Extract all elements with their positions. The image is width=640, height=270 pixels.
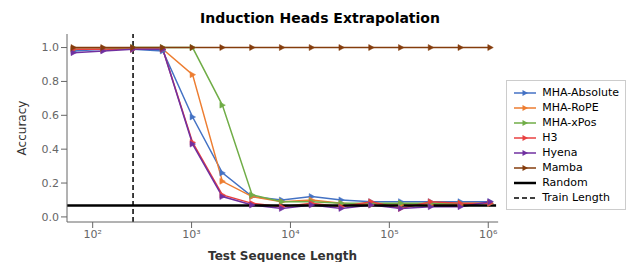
svg-text:0.4: 0.4: [42, 143, 60, 156]
svg-text:10⁵: 10⁵: [380, 228, 398, 241]
html-text:Hyena: Hyena: [542, 146, 578, 159]
svg-text:0.2: 0.2: [42, 177, 60, 190]
html-text:Random: Random: [542, 176, 588, 189]
svg-text:1.0: 1.0: [42, 41, 60, 54]
svg-text:0.8: 0.8: [42, 75, 60, 88]
svg-text:Test Sequence Length: Test Sequence Length: [208, 249, 357, 262]
svg-text:Accuracy: Accuracy: [15, 101, 29, 156]
svg-text:10²: 10²: [83, 228, 101, 241]
html-text:Train Length: Train Length: [542, 191, 610, 204]
html-text:H3: H3: [542, 131, 558, 144]
svg-text:10⁴: 10⁴: [281, 228, 300, 241]
html-text:Induction Heads Extrapolation: Induction Heads Extrapolation: [200, 10, 440, 26]
svg-text:10³: 10³: [182, 228, 200, 241]
html-text:MHA-xPos: MHA-xPos: [542, 116, 597, 129]
svg-text:0.6: 0.6: [42, 109, 60, 122]
html-text:MHA-Absolute: MHA-Absolute: [542, 86, 619, 99]
html-text:MHA-RoPE: MHA-RoPE: [542, 101, 599, 114]
html-text:Mamba: Mamba: [542, 161, 583, 174]
svg-text:0.0: 0.0: [42, 211, 60, 224]
svg-text:10⁶: 10⁶: [479, 228, 498, 241]
